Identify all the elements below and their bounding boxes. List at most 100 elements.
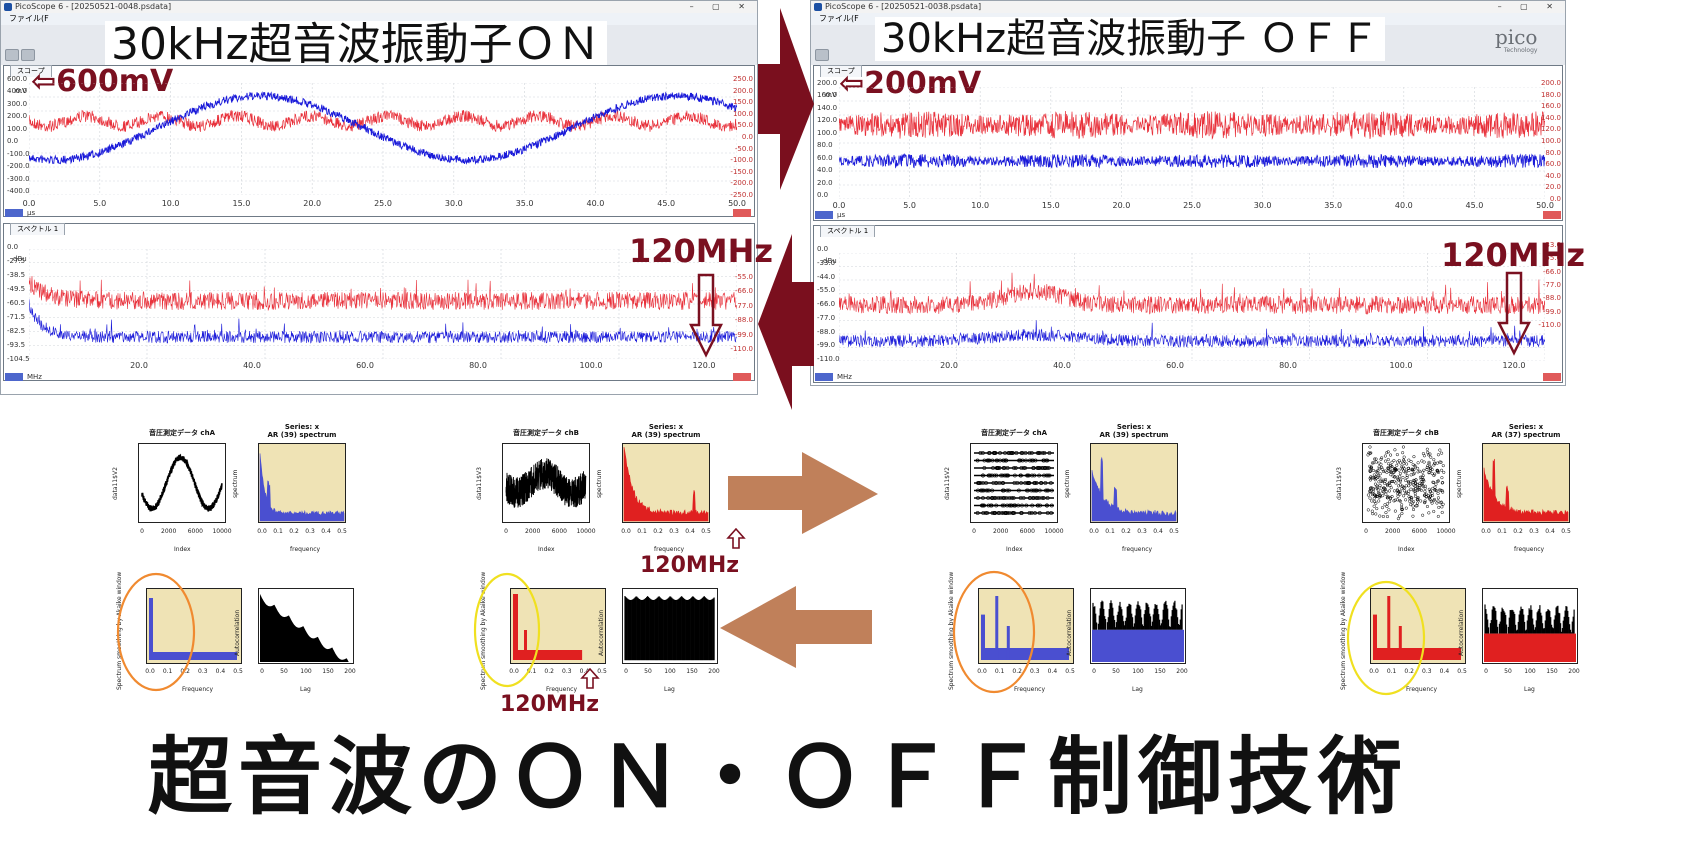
highlight-circle xyxy=(1346,580,1426,696)
window-controls[interactable]: – ▢ ✕ xyxy=(689,2,753,11)
r-x-tick-label: 0.5 xyxy=(1457,668,1467,675)
tab-scope[interactable]: スコープ xyxy=(10,65,52,77)
spectrum-bar xyxy=(981,648,1069,660)
data-point xyxy=(1404,478,1408,483)
data-point xyxy=(1425,466,1429,470)
down-arrow-icon xyxy=(1497,271,1531,356)
channel-b-chip[interactable] xyxy=(1543,211,1561,219)
data-point xyxy=(1381,489,1385,493)
data-point xyxy=(1393,509,1397,513)
data-point xyxy=(1377,491,1381,496)
spectrum-bar xyxy=(1006,626,1010,660)
r-x-axis-label: Index xyxy=(174,546,191,553)
data-point xyxy=(1373,493,1377,497)
data-point xyxy=(1416,466,1420,470)
data-point xyxy=(1409,473,1413,477)
data-point xyxy=(1390,460,1394,464)
r-x-tick-label: 0.5 xyxy=(233,668,243,675)
ar-spectrum-area xyxy=(259,453,345,522)
window-controls[interactable]: – ▢ ✕ xyxy=(1497,2,1561,11)
data-point xyxy=(1439,488,1443,492)
data-point xyxy=(1405,476,1409,480)
toolbar-icon[interactable] xyxy=(21,49,35,61)
r-x-axis-label: Lag xyxy=(664,686,675,693)
channel-b-chip[interactable] xyxy=(1543,373,1561,381)
channel-a-chip[interactable] xyxy=(5,373,23,381)
data-point xyxy=(1431,486,1435,490)
tab-spectrum[interactable]: スペクトル 1 xyxy=(10,223,66,235)
toolbar-icon[interactable] xyxy=(815,49,829,61)
data-point xyxy=(1400,465,1404,469)
right-arrow-icon xyxy=(728,452,878,534)
data-point xyxy=(1402,467,1406,471)
spectrum-bar xyxy=(513,594,518,660)
data-point xyxy=(1442,470,1446,474)
r-x-tick-label: 0.0 xyxy=(1089,528,1099,535)
r-x-axis-label: frequency xyxy=(1514,546,1545,553)
data-point xyxy=(1432,497,1436,502)
channel-a-trace xyxy=(839,153,1545,169)
channel-b-chip[interactable] xyxy=(733,209,751,217)
data-point xyxy=(1407,458,1411,462)
r-x-tick-label: 0 xyxy=(972,528,976,535)
r-y-axis-label: Autocorrelation xyxy=(598,609,605,656)
picoscope-app-icon xyxy=(814,3,822,11)
data-point xyxy=(1372,496,1376,501)
channel-b-spectrum xyxy=(29,275,737,312)
channel-a-trace xyxy=(29,91,737,165)
toolbar-icon[interactable] xyxy=(5,49,19,61)
channel-a-chip[interactable] xyxy=(815,373,833,381)
window-title: PicoScope 6 - [20250521-0038.psdata] xyxy=(825,2,982,11)
data-point xyxy=(1395,463,1399,467)
spectrum-bar xyxy=(513,650,583,660)
tab-spectrum[interactable]: スペクトル 1 xyxy=(820,225,876,237)
data-point xyxy=(1371,468,1376,473)
down-arrow-icon xyxy=(689,273,723,358)
data-point xyxy=(1412,455,1416,459)
r-y-axis-label: spectrum xyxy=(596,469,603,498)
r-plot-area xyxy=(622,443,710,523)
menu-file[interactable]: ファイル(F xyxy=(9,14,49,23)
channel-a-chip[interactable] xyxy=(5,209,23,217)
data-point xyxy=(1412,489,1416,493)
data-point xyxy=(1412,479,1416,483)
data-point xyxy=(1440,451,1444,455)
r-x-tick-label: 6000 xyxy=(551,528,567,535)
r-x-tick-label: 6000 xyxy=(1411,528,1427,535)
data-point xyxy=(1378,493,1382,497)
channel-a-chip[interactable] xyxy=(815,211,833,219)
data-point xyxy=(1386,458,1390,462)
r-x-tick-label: 0.2 xyxy=(1404,668,1414,675)
data-point xyxy=(1428,498,1432,502)
tab-scope[interactable]: スコープ xyxy=(820,65,862,77)
data-point xyxy=(1395,475,1399,479)
data-point xyxy=(1423,486,1427,490)
menu-file[interactable]: ファイル(F xyxy=(819,14,859,23)
data-point xyxy=(1375,507,1379,511)
r-x-tick-label: 50 xyxy=(1504,668,1512,675)
data-point xyxy=(1370,476,1374,480)
r-x-axis-label: Lag xyxy=(300,686,311,693)
r-x-tick-label: 0.2 xyxy=(289,528,299,535)
data-point xyxy=(1377,465,1381,469)
data-point xyxy=(1425,447,1429,451)
r-x-tick-label: 2000 xyxy=(161,528,177,535)
data-point xyxy=(1411,504,1415,508)
channel-b-chip[interactable] xyxy=(733,373,751,381)
r-x-axis-label: Lag xyxy=(1132,686,1143,693)
r-x-tick-label: 0.3 xyxy=(1137,528,1147,535)
r-x-tick-label: 0.3 xyxy=(1422,668,1432,675)
data-point xyxy=(1381,469,1386,474)
data-point xyxy=(1402,486,1407,490)
r-x-tick-label: 0.2 xyxy=(1012,668,1022,675)
r-x-tick-label: 0.4 xyxy=(1439,668,1450,675)
data-point xyxy=(1429,455,1433,459)
r-x-axis-label: Index xyxy=(538,546,555,553)
data-point xyxy=(1404,498,1408,502)
data-point xyxy=(1416,498,1420,502)
data-point xyxy=(1429,466,1433,470)
r-x-tick-label: 0.4 xyxy=(1545,528,1555,535)
highlight-circle xyxy=(116,572,196,692)
scope-x-unit: μs xyxy=(27,209,36,217)
data-point xyxy=(1390,467,1394,471)
